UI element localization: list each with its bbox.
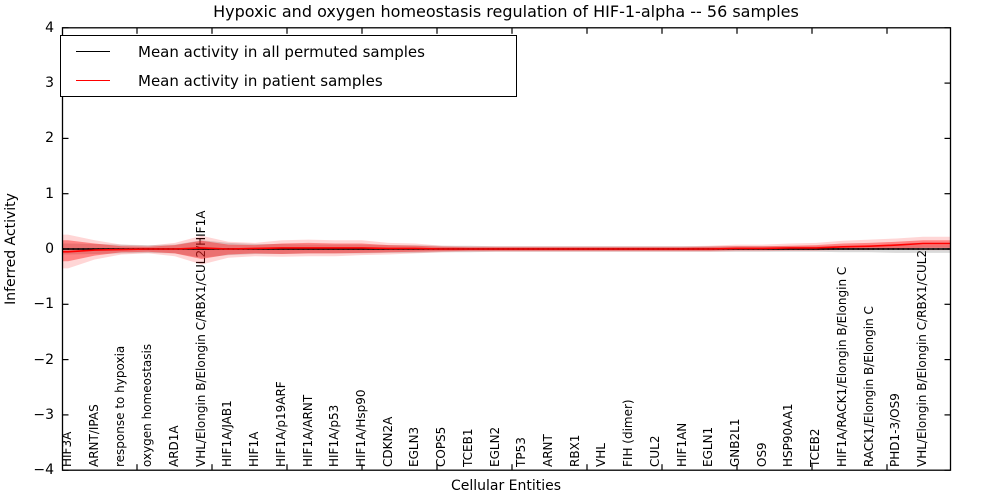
x-tick-label: HIF3A xyxy=(60,431,74,467)
legend-label-patient: Mean activity in patient samples xyxy=(138,71,383,90)
x-tick-label: HIF1A/Hsp90 xyxy=(353,389,368,467)
patient-line-swatch xyxy=(76,80,110,81)
x-tick-label: HSP90AA1 xyxy=(781,403,796,467)
x-tick-label: HIF1A/ARNT xyxy=(300,394,315,467)
x-tick-label: HIF1A/p53 xyxy=(327,404,342,467)
legend-item-permuted: Mean activity in all permuted samples xyxy=(61,38,516,65)
x-tick-label: EGLN1 xyxy=(701,426,716,467)
x-tick-label: HIF1A/RACK1/Elongin B/Elongin C xyxy=(834,266,849,467)
y-tick-label: −2 xyxy=(33,351,54,368)
x-tick-label: EGLN2 xyxy=(487,426,502,467)
x-tick-label: TCEB1 xyxy=(460,428,475,467)
x-tick-label: EGLN3 xyxy=(407,426,422,467)
y-tick-label: −3 xyxy=(33,406,54,423)
x-tick-label: RBX1 xyxy=(567,434,582,467)
legend-item-patient: Mean activity in patient samples xyxy=(61,67,516,94)
y-tick-label: 0 xyxy=(45,241,54,257)
x-tick-label: HIF1AN xyxy=(674,422,689,467)
x-tick-label: COPS5 xyxy=(434,426,449,467)
x-tick-label: GNB2L1 xyxy=(728,418,742,467)
x-tick-label: VHL xyxy=(594,443,609,467)
x-tick-label: oxygen homeostasis xyxy=(140,343,155,467)
x-tick-label: ARNT/IPAS xyxy=(86,404,101,467)
x-tick-label: HIF1A/p19ARF xyxy=(273,381,288,467)
legend-label-permuted: Mean activity in all permuted samples xyxy=(138,42,425,61)
y-tick-label: −1 xyxy=(33,296,54,313)
x-tick-label: CUL2 xyxy=(647,435,662,467)
x-tick-label: PHD1-3/OS9 xyxy=(888,393,903,467)
x-tick-label: RACK1/Elongin B/Elongin C xyxy=(861,306,876,467)
y-tick-label: 3 xyxy=(45,75,54,92)
chart-title: Hypoxic and oxygen homeostasis regulatio… xyxy=(213,2,799,21)
y-tick-label: 4 xyxy=(45,19,54,36)
permuted-line-swatch xyxy=(76,51,110,52)
x-tick-label: TP53 xyxy=(514,437,529,467)
x-tick-label: HIF1A/JAB1 xyxy=(220,400,235,467)
x-tick-label: ARD1A xyxy=(166,425,181,467)
x-tick-label: HIF1A xyxy=(247,431,261,467)
y-tick-label: 1 xyxy=(45,185,54,202)
x-tick-label: ARNT xyxy=(540,434,555,467)
y-tick-label: −4 xyxy=(33,462,54,479)
legend: Mean activity in all permuted samples Me… xyxy=(60,35,517,97)
x-tick-label: TCEB2 xyxy=(808,428,823,467)
x-tick-label: VHL/Elongin B/Elongin C/RBX1/CUL2 xyxy=(915,249,929,467)
x-tick-label: response to hypoxia xyxy=(113,345,128,467)
x-tick-label: OS9 xyxy=(754,442,769,467)
x-axis-label: Cellular Entities xyxy=(450,478,562,494)
x-tick-label: FIH (dimer) xyxy=(621,399,636,467)
y-tick-label: 2 xyxy=(45,130,54,147)
x-tick-label: VHL/Elongin B/Elongin C/RBX1/CUL2/HIF1A xyxy=(193,210,208,467)
x-tick-label: CDKN2A xyxy=(380,416,395,467)
